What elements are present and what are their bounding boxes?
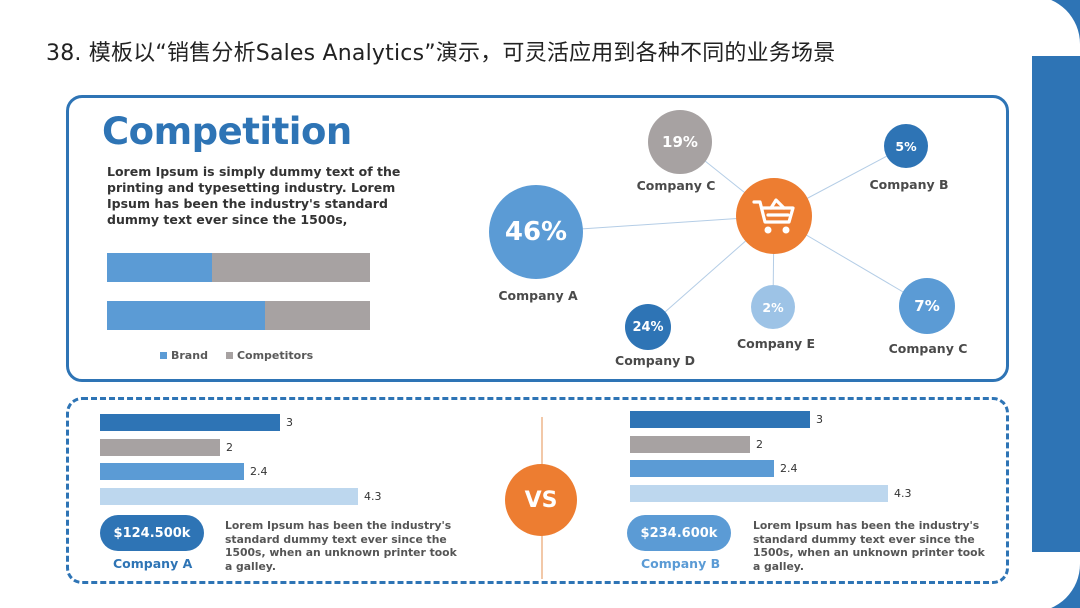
company-a-bar-value-3: 2.4 [250,465,268,478]
company-b-bar-4 [630,484,888,502]
share-bar-1 [107,253,370,282]
company-a-description: Lorem Ipsum has been the industry's stan… [225,519,457,573]
company-b-bar-value-4: 4.3 [894,486,912,500]
share-bar-2-brand-fill [107,301,265,330]
company-a-bar-value-2: 2 [226,440,233,454]
legend-swatch-brand [160,352,167,359]
competition-description: Lorem Ipsum is simply dummy text of the … [107,164,401,227]
bubble-label-company-c-top: Company C [636,178,716,193]
company-a-name: Company A [113,556,193,571]
company-b-bar-1 [630,411,810,428]
share-bar-1-brand-fill [107,253,213,282]
company-b-bar-value-1: 3 [816,413,823,426]
shopping-cart-icon [752,198,795,234]
legend-item-competitors: Competitors [225,349,314,362]
bubble-label-company-c-right: Company C [888,341,968,356]
share-legend: Brand Competitors [160,349,313,362]
page-title: 38. 模板以“销售分析Sales Analytics”演示，可灵活应用到各种不… [46,41,836,66]
company-b-bar-3 [630,460,774,477]
company-a-amount-pill: $124.500k [100,515,204,551]
company-b-name: Company B [641,556,721,571]
company-a-bar-4 [100,487,358,505]
company-b-bar-value-2: 2 [756,437,763,451]
competition-title: Competition [102,110,352,153]
company-a-bar-value-4: 4.3 [364,489,382,503]
company-b-bar-value-3: 2.4 [780,462,798,475]
company-a-bar-value-1: 3 [286,416,293,429]
bubble-company-d: 24% [625,304,671,350]
legend-item-brand: Brand [160,349,208,362]
legend-swatch-competitors [225,352,233,359]
bubble-company-c-top: 19% [648,110,712,174]
company-a-bar-2 [100,438,220,456]
bubble-company-e: 2% [751,285,795,329]
company-b-amount-pill: $234.600k [627,515,731,551]
bubble-label-company-b: Company B [869,177,949,192]
bubble-company-b: 5% [884,124,928,168]
company-b-bar-2 [630,435,750,453]
bubble-label-company-d: Company D [615,353,695,368]
right-edge-decoration [1010,0,1080,608]
vs-badge: VS [505,464,577,536]
company-a-bar-1 [100,414,280,431]
shopping-cart-hub [736,178,812,254]
company-b-description: Lorem Ipsum has been the industry's stan… [753,519,985,573]
bubble-label-company-a: Company A [498,288,578,303]
bubble-label-company-e: Company E [736,336,816,351]
legend-label-brand: Brand [171,349,208,362]
legend-label-competitors: Competitors [236,349,314,362]
share-bar-2 [107,301,370,330]
bubble-company-a: 46% [489,185,583,279]
company-a-bar-3 [100,463,244,480]
bubble-company-c-right: 7% [899,278,955,334]
